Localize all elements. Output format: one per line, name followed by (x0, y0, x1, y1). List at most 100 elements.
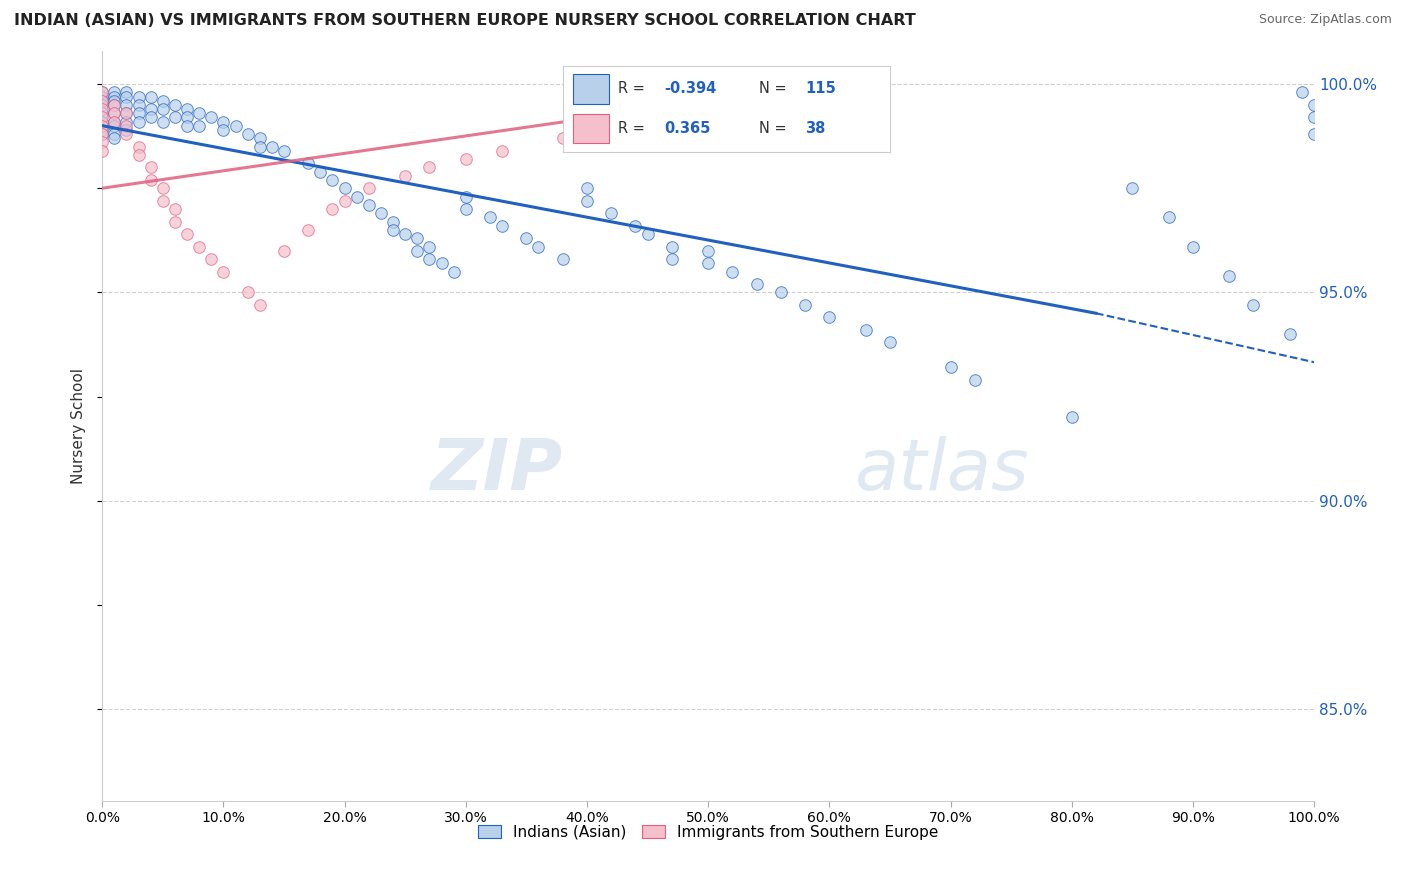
Point (382, 214, 405, 228)
Point (370, 206, 392, 220)
Point (357, 181, 380, 195)
Point (1060, 410, 1083, 425)
Point (91, 111, 114, 125)
Point (103, 98, 125, 112)
Point (103, 127, 125, 141)
Point (212, 264, 235, 278)
Point (637, 227, 659, 241)
Point (115, 86, 138, 100)
Point (321, 173, 343, 187)
Point (139, 102, 162, 116)
Point (527, 239, 550, 253)
Point (309, 164, 332, 178)
Point (769, 285, 792, 300)
Point (575, 194, 598, 208)
Point (91, 127, 114, 141)
Point (418, 239, 440, 253)
Point (661, 239, 683, 253)
Point (128, 148, 150, 162)
Point (697, 244, 720, 258)
Point (128, 98, 150, 112)
Point (430, 256, 453, 270)
Point (128, 114, 150, 128)
Point (139, 111, 162, 125)
Point (152, 114, 174, 128)
Point (418, 252, 440, 266)
Point (91, 98, 114, 112)
Point (91, 86, 114, 100)
Point (443, 264, 465, 278)
Point (406, 231, 429, 245)
Point (491, 144, 513, 158)
Point (454, 152, 477, 166)
Point (115, 98, 138, 112)
Point (321, 202, 343, 216)
Point (1303, 111, 1326, 125)
Point (152, 194, 174, 208)
Point (963, 373, 986, 387)
Point (249, 131, 271, 145)
Text: atlas: atlas (853, 436, 1028, 505)
Point (346, 189, 368, 203)
Point (333, 194, 356, 208)
Point (1291, 86, 1313, 100)
Point (661, 252, 683, 266)
Point (818, 310, 841, 325)
Point (212, 123, 235, 137)
Point (297, 223, 319, 237)
Point (236, 285, 259, 300)
Point (91, 119, 114, 133)
Point (91, 102, 114, 116)
Text: ZIP: ZIP (430, 436, 562, 505)
Point (91, 86, 114, 100)
Point (1181, 239, 1204, 253)
Point (406, 244, 429, 258)
Point (1243, 298, 1265, 312)
Point (249, 139, 271, 153)
Point (879, 335, 901, 350)
Point (454, 202, 477, 216)
Point (91, 94, 114, 108)
Point (103, 98, 125, 112)
Point (249, 298, 271, 312)
Point (115, 89, 138, 103)
Point (128, 106, 150, 120)
Point (418, 161, 440, 175)
Point (697, 256, 720, 270)
Point (745, 277, 768, 291)
Point (91, 94, 114, 108)
Point (152, 94, 174, 108)
Point (333, 181, 356, 195)
Point (176, 102, 198, 116)
Point (236, 127, 259, 141)
Point (260, 139, 283, 153)
Point (394, 169, 416, 183)
Point (176, 227, 198, 241)
Point (551, 131, 574, 145)
Point (200, 111, 222, 125)
Point (115, 127, 138, 141)
Point (115, 119, 138, 133)
Point (128, 139, 150, 153)
Point (163, 111, 186, 125)
Point (103, 106, 125, 120)
Point (479, 211, 502, 225)
Point (103, 114, 125, 128)
Point (91, 123, 114, 137)
Point (163, 214, 186, 228)
Point (115, 123, 138, 137)
Point (1121, 181, 1143, 195)
Point (454, 189, 477, 203)
Point (382, 223, 405, 237)
Point (394, 227, 416, 241)
Point (152, 181, 174, 195)
Point (115, 114, 138, 128)
Point (103, 94, 125, 108)
Point (139, 173, 162, 187)
Point (176, 119, 198, 133)
Point (128, 89, 150, 103)
Point (103, 106, 125, 120)
Point (491, 219, 513, 233)
Point (297, 156, 319, 170)
Point (139, 161, 162, 175)
